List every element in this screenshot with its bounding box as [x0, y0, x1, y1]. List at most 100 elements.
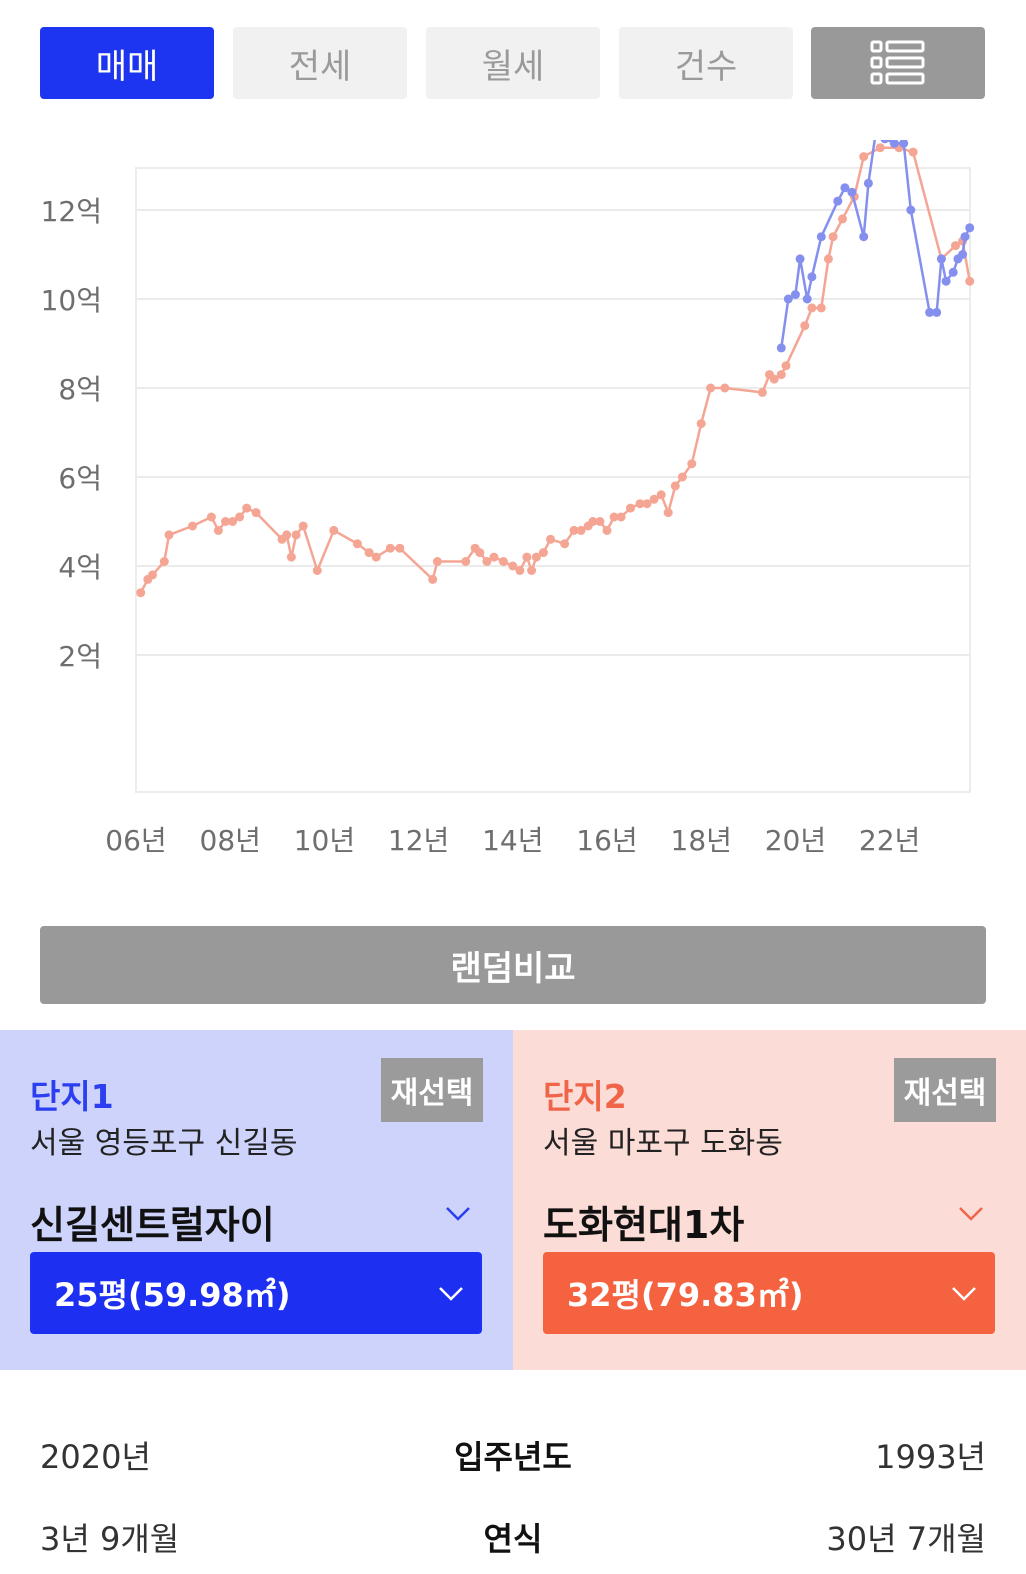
- data-point-2: [508, 561, 518, 571]
- complex2-age: 30년 7개월: [826, 1520, 986, 1558]
- complex1-name[interactable]: 신길센트럴자이: [30, 1203, 275, 1247]
- data-point-1: [840, 183, 850, 193]
- data-point-2: [908, 147, 918, 157]
- y-tick-label: 8억: [58, 373, 102, 406]
- data-point-2: [489, 552, 499, 562]
- data-point-2: [569, 525, 579, 535]
- tab-monthly-rent[interactable]: 월세: [426, 27, 600, 99]
- data-point-2: [635, 499, 645, 509]
- data-point-2: [461, 557, 471, 566]
- data-point-2: [781, 361, 791, 371]
- data-point-1: [889, 140, 899, 148]
- data-point-2: [482, 557, 492, 566]
- random-compare-button[interactable]: 랜덤비교: [40, 926, 986, 1004]
- deal-type-tabs: 매매 전세 월세 건수: [40, 27, 986, 99]
- data-point-1: [795, 254, 805, 264]
- data-point-2: [312, 566, 322, 575]
- complex2-reselect-button[interactable]: 재선택: [894, 1058, 996, 1122]
- series-line-2: [139, 146, 971, 594]
- x-tick-label: 10년: [294, 824, 355, 857]
- tab-sale[interactable]: 매매: [40, 27, 214, 99]
- data-point-2: [663, 508, 673, 518]
- chevron-down-icon[interactable]: [956, 1198, 986, 1228]
- data-point-2: [951, 241, 960, 251]
- data-point-2: [395, 543, 405, 553]
- data-point-2: [221, 517, 230, 526]
- data-point-2: [352, 539, 362, 549]
- data-point-2: [602, 525, 612, 535]
- price-chart: 2억4억6억8억10억12억14억06년08년10년12년14년16년18년20…: [0, 140, 1026, 880]
- data-point-2: [560, 539, 570, 549]
- info-row-move-in-year: 2020년 입주년도 1993년: [40, 1432, 986, 1492]
- complex1-address: 서울 영등포구 신길동: [30, 1126, 298, 1161]
- data-point-2: [965, 276, 975, 286]
- y-tick-label: 6억: [58, 462, 102, 495]
- data-point-2: [875, 143, 885, 153]
- data-point-2: [136, 588, 146, 598]
- data-point-2: [206, 512, 216, 522]
- data-point-1: [802, 294, 812, 304]
- y-tick-label: 2억: [58, 640, 102, 673]
- x-tick-label: 06년: [105, 824, 166, 857]
- data-point-2: [282, 530, 292, 540]
- data-point-1: [880, 140, 890, 144]
- chevron-down-icon[interactable]: [443, 1198, 473, 1228]
- data-point-1: [925, 307, 935, 317]
- data-point-2: [148, 570, 157, 580]
- data-point-1: [948, 267, 958, 277]
- complex1-reselect-button[interactable]: 재선택: [381, 1058, 483, 1122]
- data-point-1: [941, 276, 951, 286]
- data-point-2: [546, 534, 555, 544]
- data-point-1: [833, 196, 843, 206]
- list-menu-button[interactable]: [811, 27, 985, 99]
- x-tick-label: 14년: [482, 824, 543, 857]
- data-point-1: [807, 272, 817, 282]
- y-tick-label: 12억: [41, 195, 102, 228]
- data-point-2: [859, 152, 869, 162]
- data-point-2: [656, 490, 666, 500]
- data-point-2: [677, 472, 687, 482]
- data-point-2: [800, 321, 810, 331]
- complex1-title: 단지1: [30, 1077, 114, 1116]
- data-point-1: [906, 205, 916, 215]
- complex1-panel: 단지1 재선택 서울 영등포구 신길동 신길센트럴자이 25평(59.98㎡): [0, 1030, 513, 1370]
- data-point-2: [769, 374, 779, 384]
- data-point-2: [515, 566, 525, 575]
- x-tick-label: 08년: [200, 824, 261, 857]
- plot-area: [135, 167, 971, 793]
- data-point-1: [899, 140, 909, 148]
- data-point-2: [828, 232, 838, 242]
- complex1-size-select[interactable]: 25평(59.98㎡): [30, 1252, 482, 1334]
- complex2-size-select[interactable]: 32평(79.83㎡): [543, 1252, 995, 1334]
- list-menu-icon: [870, 40, 925, 85]
- chevron-down-icon: [439, 1287, 463, 1301]
- data-point-2: [291, 530, 301, 540]
- tab-jeonse[interactable]: 전세: [233, 27, 407, 99]
- move-in-year-label: 입주년도: [454, 1438, 572, 1476]
- data-point-1: [790, 290, 800, 300]
- data-point-1: [960, 232, 970, 242]
- data-point-2: [235, 512, 245, 522]
- complex2-move-in-year: 1993년: [875, 1438, 986, 1476]
- data-point-2: [385, 543, 395, 553]
- data-point-2: [475, 548, 485, 558]
- x-tick-label: 12년: [388, 824, 449, 857]
- data-point-2: [807, 303, 817, 313]
- x-tick-label: 18년: [671, 824, 732, 857]
- data-point-2: [159, 557, 169, 566]
- data-point-1: [816, 232, 826, 242]
- complex2-name[interactable]: 도화현대1차: [543, 1203, 745, 1247]
- data-point-2: [428, 574, 438, 584]
- x-tick-label: 22년: [859, 824, 920, 857]
- chevron-down-icon: [952, 1287, 976, 1301]
- data-point-2: [838, 214, 847, 224]
- data-point-2: [522, 552, 532, 562]
- data-point-2: [823, 254, 833, 264]
- data-point-1: [965, 223, 975, 233]
- data-point-2: [649, 494, 659, 504]
- data-point-2: [298, 521, 308, 531]
- tab-count[interactable]: 건수: [619, 27, 793, 99]
- data-point-2: [329, 525, 339, 535]
- data-point-1: [936, 254, 946, 264]
- y-tick-label: 10억: [41, 284, 102, 317]
